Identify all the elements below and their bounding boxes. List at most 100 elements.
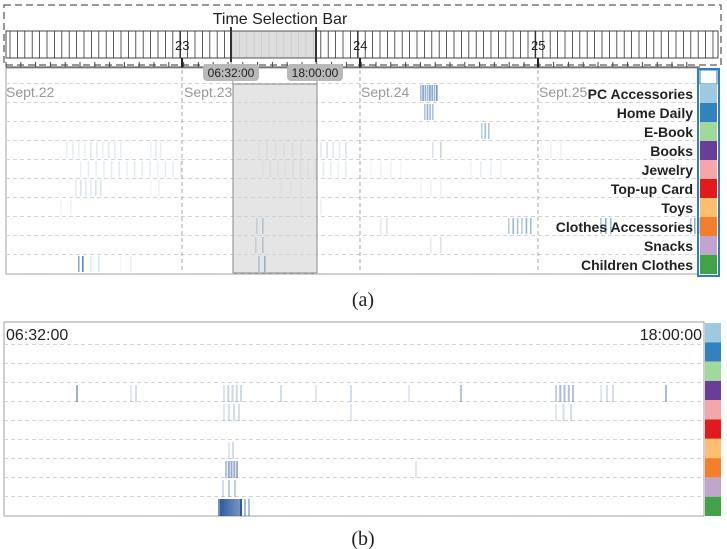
activity-mark [114,142,116,158]
activity-mark [85,180,87,196]
range-start-label: 06:32:00 [208,66,255,80]
activity-mark [370,161,372,177]
selected-range-highlight[interactable] [232,83,318,274]
legend-swatch[interactable] [700,198,717,217]
detail-activity-mark [225,461,227,478]
panel-a: Time Selection Bar 23 24 25 Sept.22 Sept… [3,4,722,311]
date-label-sept24: Sept.24 [361,84,409,100]
category-color-legend [699,69,718,274]
detail-activity-mark [218,499,220,516]
detail-legend-swatch[interactable] [705,380,721,401]
date-label-sept25: Sept.25 [539,84,587,100]
detail-legend-swatch[interactable] [705,342,721,362]
detail-end-label: 18:00:00 [640,327,702,344]
legend-swatch[interactable] [700,255,717,274]
detail-activity-mark [562,404,565,421]
activity-mark [329,161,332,177]
detail-activity-mark [228,442,230,459]
detail-activity-mark [227,461,230,478]
legend-swatch[interactable] [700,103,717,122]
time-selection-bar-frame [3,4,722,66]
detail-activity-mark [612,385,614,402]
activity-mark [180,161,182,177]
legend-swatch[interactable] [700,84,717,103]
detail-legend-swatch[interactable] [705,323,721,343]
activity-mark [516,218,519,234]
detail-activity-mark [240,385,242,402]
legend-swatch[interactable] [700,236,717,255]
activity-mark [120,256,122,272]
activity-mark [470,161,472,177]
legend-swatch[interactable] [700,122,717,141]
detail-legend-swatch[interactable] [705,361,721,381]
activity-mark [481,123,483,139]
detail-activity-mark [220,499,222,516]
detail-activity-mark [460,385,462,402]
activity-mark [141,161,144,177]
activity-mark [120,142,122,158]
category-label: Children Clothes [581,257,693,273]
activity-mark [90,180,92,196]
time-tick-strip[interactable] [5,30,719,59]
detail-legend-swatch[interactable] [705,400,721,420]
detail-legend-swatch[interactable] [705,419,721,439]
detail-activity-mark [350,404,352,421]
detail-activity-marks [76,385,667,516]
detail-activity-mark [233,404,235,421]
activity-mark [525,218,528,234]
detail-activity-mark [555,404,557,421]
activity-mark [440,180,442,196]
category-label: Toys [661,200,693,216]
activity-mark [87,161,90,177]
activity-mark [332,142,335,158]
time-selection-window[interactable] [230,30,317,59]
caption-b: (b) [351,528,374,549]
detail-legend-swatch[interactable] [705,458,721,478]
legend-swatch[interactable] [700,217,717,236]
category-label: Clothes Accessories [556,219,693,235]
detail-activity-mark [240,499,242,516]
category-label: PC Accessories [588,86,694,102]
legend-swatch[interactable] [700,141,717,160]
activity-mark [440,142,442,158]
detail-activity-mark [228,404,230,421]
activity-mark [320,199,322,215]
legend-swatch[interactable] [700,179,717,198]
detail-activity-mark [232,499,234,516]
activity-mark [422,85,424,101]
activity-mark [694,218,696,234]
activity-mark [429,104,431,120]
activity-mark [508,218,510,234]
activity-mark [600,218,602,234]
detail-activity-mark [280,385,282,402]
activity-mark [380,161,382,177]
detail-activity-mark [572,385,574,402]
detail-activity-mark [232,442,234,459]
legend-swatch[interactable] [700,160,717,179]
detail-activity-mark [567,385,570,402]
activity-mark [420,85,422,101]
activity-mark [126,161,128,177]
detail-color-legend [705,323,721,516]
activity-mark [400,161,402,177]
detail-legend-swatch[interactable] [705,496,721,516]
activity-mark [103,161,105,177]
detail-legend-swatch[interactable] [705,477,721,497]
activity-mark [432,104,434,120]
activity-mark [605,218,607,234]
caption-a: (a) [352,289,374,311]
activity-mark [80,180,82,196]
detail-activity-mark [248,499,250,516]
day-tick-label-23: 23 [175,38,189,53]
detail-heatmap-area [3,321,705,517]
detail-activity-mark [315,385,317,402]
activity-mark [490,161,492,177]
activity-mark [172,161,174,177]
detail-activity-mark [222,480,224,497]
activity-mark [530,218,532,234]
activity-mark [82,256,84,272]
detail-activity-mark [415,461,417,478]
detail-activity-mark [408,385,410,402]
detail-legend-swatch[interactable] [705,438,721,459]
